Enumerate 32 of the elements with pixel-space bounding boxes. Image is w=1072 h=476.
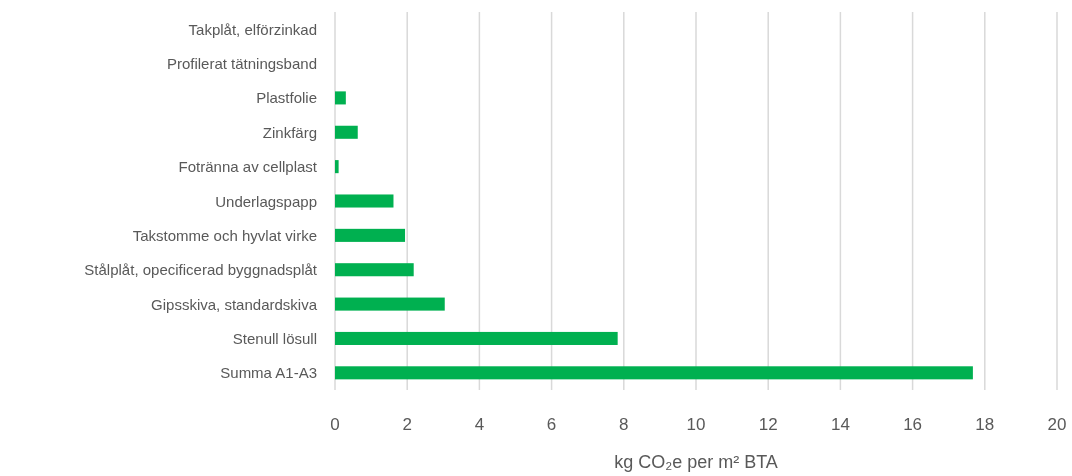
x-tick-label: 16 <box>903 415 923 434</box>
y-tick-label: Gipsskiva, standardskiva <box>151 295 318 313</box>
y-tick-label: Plastfolie <box>256 89 317 107</box>
bar <box>335 194 394 208</box>
x-tick-label: 0 <box>330 415 340 434</box>
x-axis-title: kg CO₂e per m² BTA <box>614 452 778 472</box>
y-tick-label: Stålplåt, opecificerad byggnadsplåt <box>84 261 318 279</box>
bar <box>335 228 406 242</box>
y-tick-label: Underlagspapp <box>215 192 317 210</box>
bar <box>335 366 973 380</box>
x-tick-label: 20 <box>1047 415 1067 434</box>
x-tick-label: 18 <box>975 415 995 434</box>
bar <box>335 160 339 174</box>
bar <box>335 91 346 105</box>
x-tick-label: 14 <box>830 415 850 434</box>
y-tick-label: Takplåt, elförzinkad <box>188 20 317 38</box>
bar <box>335 331 618 345</box>
bar <box>335 125 358 139</box>
x-tick-label: 10 <box>686 415 706 434</box>
x-tick-label: 6 <box>546 415 557 434</box>
bar <box>335 297 445 311</box>
x-tick-label: 4 <box>474 415 485 434</box>
y-tick-label: Stenull lösull <box>232 329 317 347</box>
y-tick-label: Summa A1-A3 <box>220 364 317 382</box>
x-tick-label: 8 <box>619 415 629 434</box>
bar <box>335 263 414 277</box>
y-tick-label: Profilerat tätningsband <box>166 55 317 73</box>
y-tick-label: Fotränna av cellplast <box>178 158 318 176</box>
x-tick-label: 2 <box>402 415 412 434</box>
y-tick-label: Takstomme och hyvlat virke <box>132 226 317 244</box>
y-tick-label: Zinkfärg <box>262 123 317 141</box>
x-tick-label: 12 <box>758 415 778 434</box>
